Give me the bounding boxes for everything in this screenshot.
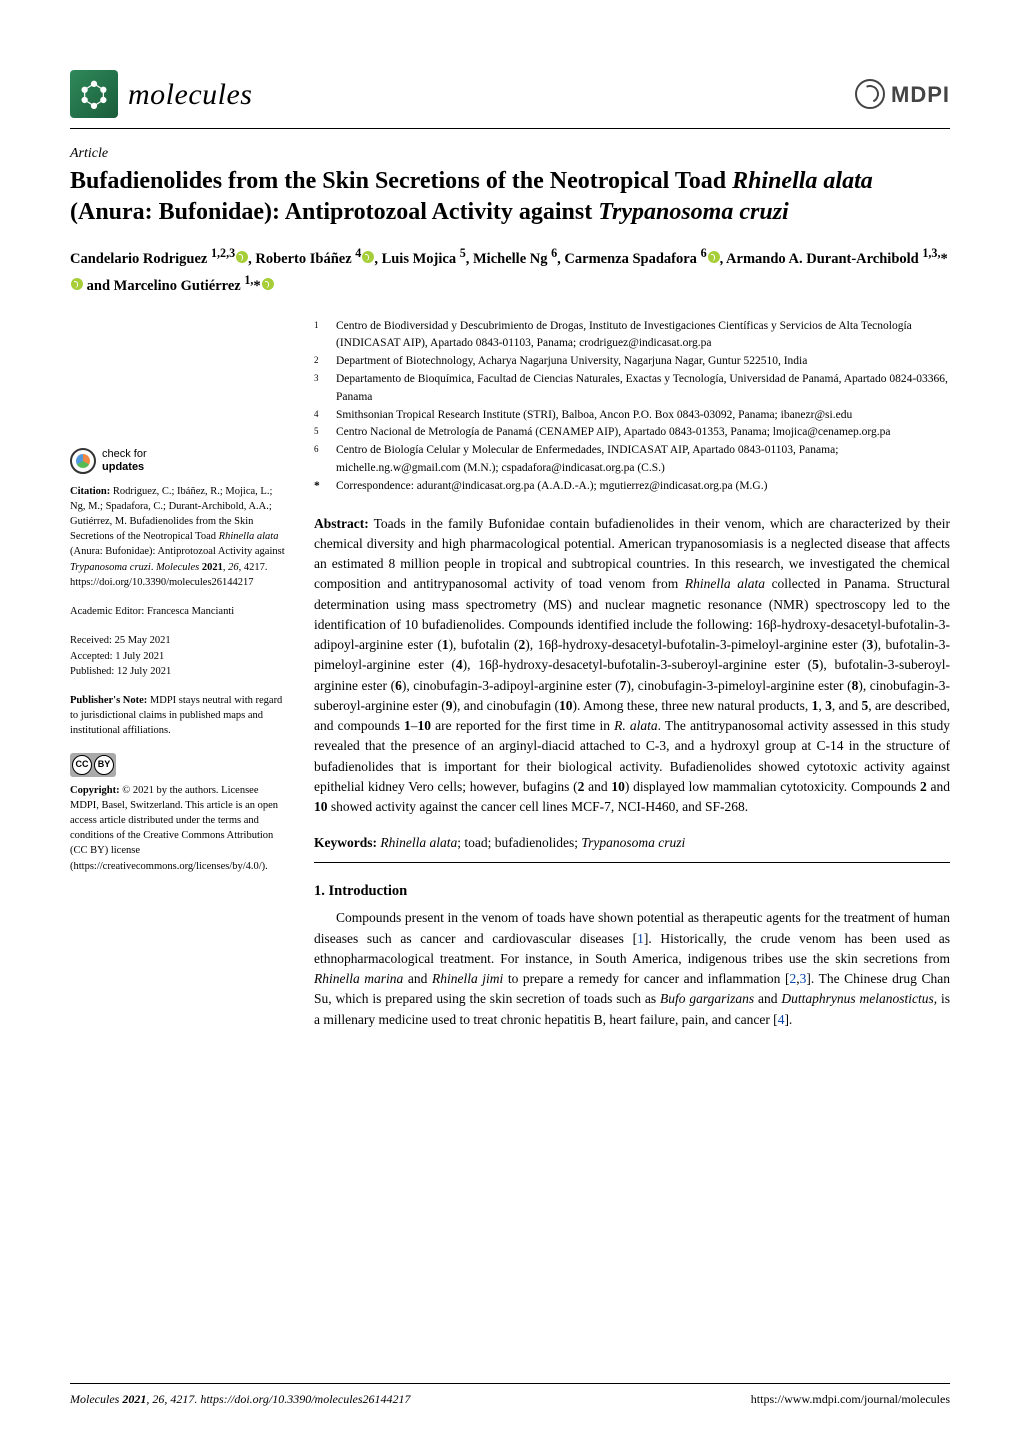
copyright-block: Copyright: © 2021 by the authors. Licens… [70, 783, 288, 874]
publishers-note-label: Publisher's Note: [70, 695, 147, 706]
intro-para-1: Compounds present in the venom of toads … [314, 908, 950, 1030]
molecule-icon [77, 77, 111, 111]
affiliation-row: 6Centro de Biología Celular y Molecular … [314, 442, 950, 478]
citation-text: Rodriguez, C.; Ibáñez, R.; Mojica, L.; N… [70, 486, 285, 588]
section-heading: 1. Introduction [314, 881, 950, 903]
affiliation-row: 4 Smithsonian Tropical Research Institute… [314, 407, 950, 425]
check-updates[interactable]: check for updates [70, 448, 288, 474]
publishers-note-block: Publisher's Note: MDPI stays neutral wit… [70, 693, 288, 739]
footer-left: Molecules 2021, 26, 4217. https://doi.or… [70, 1390, 411, 1408]
sidebar: check for updates Citation: Rodriguez, C… [70, 318, 288, 1030]
check-updates-icon [70, 448, 96, 474]
journal-name: molecules [128, 72, 252, 117]
copyright-label: Copyright: [70, 785, 120, 796]
affiliation-row: 1Centro de Biodiversidad y Descubrimient… [314, 318, 950, 354]
orcid-icon [236, 251, 248, 263]
keywords-label: Keywords: [314, 835, 377, 850]
editor-block: Academic Editor: Francesca Mancianti [70, 604, 288, 619]
affiliations: 1Centro de Biodiversidad y Descubrimient… [314, 318, 950, 496]
editor-label: Academic Editor: [70, 606, 144, 617]
affiliation-row: 3Departamento de Bioquímica, Facultad de… [314, 371, 950, 407]
correspondence-row: * Correspondence: adurant@indicasat.org.p… [314, 478, 950, 496]
publisher-logo: MDPI [855, 78, 950, 111]
citation-block: Citation: Rodriguez, C.; Ibáñez, R.; Moj… [70, 484, 288, 591]
cc-badge: CC BY [70, 753, 116, 777]
affil-text: Centro de Biología Celular y Molecular d… [336, 442, 950, 478]
authors-line: Candelario Rodriguez 1,2,3, Roberto Ibáñ… [70, 244, 950, 297]
affil-num: 6 [314, 442, 328, 478]
check-updates-text: check for updates [102, 448, 147, 472]
article-title: Bufadienolides from the Skin Secretions … [70, 166, 950, 228]
published-label: Published: [70, 666, 114, 677]
keywords: Keywords: Rhinella alata; toad; bufadien… [314, 833, 950, 853]
header-rule [70, 128, 950, 129]
citation-label: Citation: [70, 486, 110, 497]
affil-text: Departamento de Bioquímica, Facultad de … [336, 371, 950, 407]
publisher-name: MDPI [891, 78, 950, 111]
affil-num: 1 [314, 318, 328, 354]
affil-num: 2 [314, 353, 328, 371]
affil-text: Centro Nacional de Metrología de Panamá … [336, 424, 890, 442]
correspondence-star: * [314, 478, 328, 496]
mdpi-mark-icon [855, 79, 885, 109]
received-value: 25 May 2021 [115, 635, 171, 646]
check-updates-line2: updates [102, 461, 147, 473]
dates-block: Received: 25 May 2021 Accepted: 1 July 2… [70, 633, 288, 679]
sidebar-spacer [70, 318, 288, 448]
abstract-label: Abstract: [314, 516, 369, 531]
header: molecules MDPI [70, 70, 950, 118]
keywords-rule [314, 862, 950, 863]
columns: check for updates Citation: Rodriguez, C… [70, 318, 950, 1030]
main-column: 1Centro de Biodiversidad y Descubrimient… [314, 318, 950, 1030]
affil-text: Department of Biotechnology, Acharya Nag… [336, 353, 807, 371]
correspondence-text: Correspondence: adurant@indicasat.org.pa… [336, 478, 767, 496]
copyright-text: © 2021 by the authors. Licensee MDPI, Ba… [70, 785, 278, 872]
journal-tile-icon [70, 70, 118, 118]
affiliation-row: 5 Centro Nacional de Metrología de Panamá… [314, 424, 950, 442]
footer-right: https://www.mdpi.com/journal/molecules [751, 1390, 950, 1408]
accepted-value: 1 July 2021 [115, 651, 164, 662]
affil-text: Smithsonian Tropical Research Institute … [336, 407, 852, 425]
affil-text: Centro de Biodiversidad y Descubrimiento… [336, 318, 950, 354]
section-body: Compounds present in the venom of toads … [314, 908, 950, 1030]
by-icon: BY [94, 755, 114, 775]
affil-num: 5 [314, 424, 328, 442]
published-value: 12 July 2021 [117, 666, 171, 677]
keywords-text: Rhinella alata; toad; bufadienolides; Tr… [380, 835, 685, 850]
journal-logo: molecules [70, 70, 252, 118]
page: molecules MDPI Article Bufadienolides fr… [0, 0, 1020, 1442]
affil-num: 3 [314, 371, 328, 407]
abstract-text: Toads in the family Bufonidae contain bu… [314, 516, 950, 815]
check-updates-line1: check for [102, 448, 147, 460]
cc-row: CC BY [70, 753, 288, 777]
article-type: Article [70, 143, 950, 164]
received-label: Received: [70, 635, 112, 646]
affil-num: 4 [314, 407, 328, 425]
orcid-icon [262, 278, 274, 290]
cc-icon: CC [72, 755, 92, 775]
footer: Molecules 2021, 26, 4217. https://doi.or… [70, 1383, 950, 1408]
orcid-icon [708, 251, 720, 263]
editor-value: Francesca Mancianti [147, 606, 234, 617]
affiliation-row: 2 Department of Biotechnology, Acharya Na… [314, 353, 950, 371]
accepted-label: Accepted: [70, 651, 113, 662]
orcid-icon [362, 251, 374, 263]
abstract: Abstract: Toads in the family Bufonidae … [314, 514, 950, 818]
orcid-icon [71, 278, 83, 290]
